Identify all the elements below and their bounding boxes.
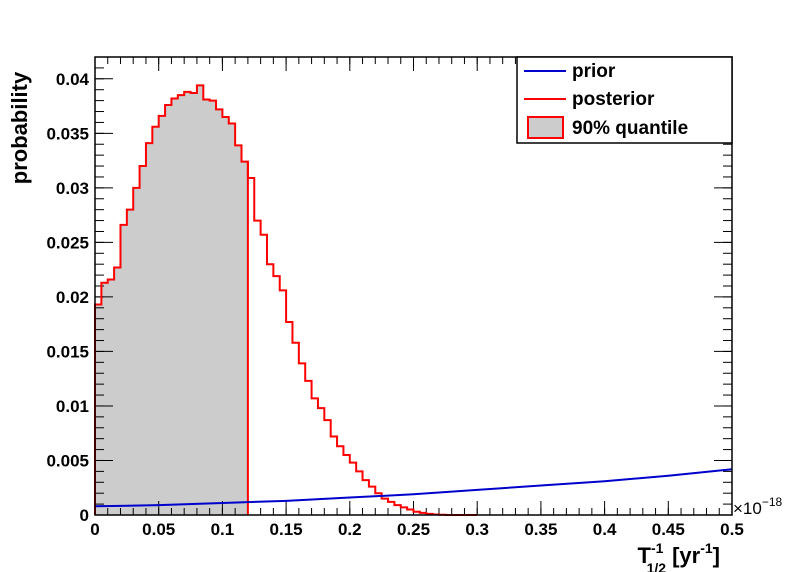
legend-quantile-swatch xyxy=(527,116,564,139)
y-tick-label: 0.04 xyxy=(56,70,90,89)
quantile-fill-area xyxy=(95,85,248,515)
y-axis-title: probability xyxy=(7,71,32,184)
tick-labels: 0 0.05 0.1 0.15 0.2 0.25 0.3 0.35 0.4 0.45 0.5 0 0.0… xyxy=(46,70,743,539)
y-tick-label: 0 xyxy=(80,506,89,525)
y-tick-label: 0.015 xyxy=(46,342,89,361)
legend-quantile-label: 90% quantile xyxy=(572,118,688,139)
posterior-step-line xyxy=(94,84,478,516)
x-axis-title-sup: -1 xyxy=(651,540,664,556)
y-tick-label: 0.025 xyxy=(46,233,89,252)
x-exponent-power: −18 xyxy=(762,495,783,509)
x-tick-label: 0 xyxy=(90,520,99,539)
quantile-fill xyxy=(95,85,248,515)
y-tick-label: 0.03 xyxy=(56,179,89,198)
x-tick-label: 0.15 xyxy=(270,520,303,539)
series-layer xyxy=(94,84,733,516)
y-tick-label: 0.02 xyxy=(56,288,89,307)
x-tick-label: 0.1 xyxy=(211,520,235,539)
x-axis-title: T-1 1/2 [yr-1] xyxy=(637,540,720,572)
x-tick-label: 0.05 xyxy=(142,520,175,539)
x-tick-label: 0.35 xyxy=(524,520,557,539)
x-axis-title-sub: 1/2 xyxy=(647,560,667,572)
y-tick-label: 0.005 xyxy=(46,451,89,470)
plot-frame xyxy=(94,56,733,516)
prior-line xyxy=(94,468,733,508)
x-tick-label: 0.2 xyxy=(338,520,362,539)
x-axis-title-unit-sup: -1 xyxy=(700,540,713,556)
x-exponent-label: ×10−18 xyxy=(733,495,783,518)
x-axis-title-base: T xyxy=(637,543,651,568)
x-tick-label: 0.25 xyxy=(397,520,430,539)
y-tick-label: 0.035 xyxy=(46,124,89,143)
y-tick-label: 0.01 xyxy=(56,397,89,416)
legend: prior posterior 90% quantile xyxy=(516,56,733,144)
x-exponent-base: ×10 xyxy=(733,499,762,518)
x-tick-label: 0.45 xyxy=(652,520,685,539)
x-axis-title-close: ] xyxy=(713,543,720,568)
x-tick-label: 0.3 xyxy=(465,520,489,539)
x-tick-label: 0.4 xyxy=(593,520,617,539)
legend-prior-label: prior xyxy=(572,61,616,82)
x-axis-title-unit: [yr xyxy=(672,543,701,568)
legend-posterior-label: posterior xyxy=(572,89,655,110)
x-tick-label: 0.5 xyxy=(720,520,744,539)
